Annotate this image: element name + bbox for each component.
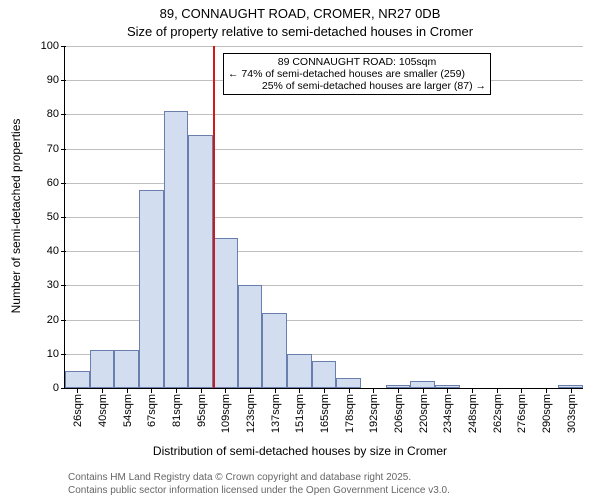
x-tick-label: 192sqm xyxy=(366,394,380,433)
annotation-line: 89 CONNAUGHT ROAD: 105sqm xyxy=(228,56,486,68)
histogram-bar xyxy=(287,354,312,388)
chart-title-line1: 89, CONNAUGHT ROAD, CROMER, NR27 0DB xyxy=(0,6,600,21)
x-tick-label: 276sqm xyxy=(514,394,528,433)
x-tick-mark xyxy=(324,388,325,393)
x-tick-mark xyxy=(472,388,473,393)
x-tick-label: 137sqm xyxy=(268,394,282,433)
annotation-line: ← 74% of semi-detached houses are smalle… xyxy=(228,68,486,80)
x-tick-label: 234sqm xyxy=(440,394,454,433)
y-tick-label: 40 xyxy=(47,245,65,257)
y-tick-label: 70 xyxy=(47,143,65,155)
histogram-bar xyxy=(65,371,90,388)
histogram-bar xyxy=(90,350,115,388)
chart-title-line2: Size of property relative to semi-detach… xyxy=(0,24,600,39)
histogram-bar xyxy=(238,285,263,388)
footer-line1: Contains HM Land Registry data © Crown c… xyxy=(68,472,411,483)
x-tick-mark xyxy=(127,388,128,393)
x-tick-label: 95sqm xyxy=(194,394,208,427)
gridline-h xyxy=(65,183,583,184)
x-tick-label: 123sqm xyxy=(243,394,257,433)
x-tick-label: 178sqm xyxy=(342,394,356,433)
x-tick-label: 81sqm xyxy=(169,394,183,427)
x-tick-mark xyxy=(299,388,300,393)
annotation-line: 25% of semi-detached houses are larger (… xyxy=(228,80,486,92)
y-tick-label: 20 xyxy=(47,314,65,326)
histogram-bar xyxy=(114,350,139,388)
y-tick-label: 30 xyxy=(47,279,65,291)
x-tick-label: 54sqm xyxy=(120,394,134,427)
x-tick-label: 109sqm xyxy=(218,394,232,433)
x-tick-mark xyxy=(546,388,547,393)
y-tick-label: 50 xyxy=(47,211,65,223)
annotation-box: 89 CONNAUGHT ROAD: 105sqm← 74% of semi-d… xyxy=(223,53,491,95)
x-tick-label: 165sqm xyxy=(317,394,331,433)
x-tick-mark xyxy=(250,388,251,393)
histogram-bar xyxy=(213,238,238,388)
x-tick-label: 26sqm xyxy=(70,394,84,427)
y-tick-label: 10 xyxy=(47,348,65,360)
plot-area: 010203040506070809010026sqm40sqm54sqm67s… xyxy=(64,46,583,389)
chart-container: 89, CONNAUGHT ROAD, CROMER, NR27 0DB Siz… xyxy=(0,0,600,500)
histogram-bar xyxy=(312,361,337,388)
x-tick-mark xyxy=(176,388,177,393)
x-tick-mark xyxy=(275,388,276,393)
property-marker-line xyxy=(213,46,215,388)
y-tick-label: 90 xyxy=(47,74,65,86)
y-tick-label: 100 xyxy=(41,40,65,52)
y-tick-label: 0 xyxy=(53,382,65,394)
histogram-bar xyxy=(188,135,213,388)
x-tick-label: 40sqm xyxy=(95,394,109,427)
x-axis-label: Distribution of semi-detached houses by … xyxy=(0,444,600,458)
x-tick-mark xyxy=(201,388,202,393)
x-tick-mark xyxy=(102,388,103,393)
x-tick-mark xyxy=(151,388,152,393)
x-tick-mark xyxy=(373,388,374,393)
x-tick-mark xyxy=(521,388,522,393)
x-tick-mark xyxy=(447,388,448,393)
histogram-bar xyxy=(410,381,435,388)
x-tick-mark xyxy=(225,388,226,393)
x-tick-mark xyxy=(497,388,498,393)
x-tick-label: 220sqm xyxy=(416,394,430,433)
x-tick-mark xyxy=(423,388,424,393)
y-tick-label: 60 xyxy=(47,177,65,189)
x-tick-label: 303sqm xyxy=(564,394,578,433)
footer-line2: Contains public sector information licen… xyxy=(68,485,450,496)
gridline-h xyxy=(65,149,583,150)
gridline-h xyxy=(65,46,583,47)
x-tick-mark xyxy=(77,388,78,393)
histogram-bar xyxy=(336,378,361,388)
y-axis-label: Number of semi-detached properties xyxy=(9,116,23,316)
y-tick-label: 80 xyxy=(47,108,65,120)
histogram-bar xyxy=(262,313,287,388)
x-tick-label: 67sqm xyxy=(144,394,158,427)
gridline-h xyxy=(65,114,583,115)
x-tick-label: 151sqm xyxy=(292,394,306,433)
x-tick-label: 290sqm xyxy=(539,394,553,433)
x-tick-mark xyxy=(349,388,350,393)
x-tick-label: 248sqm xyxy=(465,394,479,433)
histogram-bar xyxy=(164,111,189,388)
x-tick-label: 262sqm xyxy=(490,394,504,433)
x-tick-mark xyxy=(571,388,572,393)
x-tick-label: 206sqm xyxy=(391,394,405,433)
x-tick-mark xyxy=(398,388,399,393)
histogram-bar xyxy=(139,190,164,388)
